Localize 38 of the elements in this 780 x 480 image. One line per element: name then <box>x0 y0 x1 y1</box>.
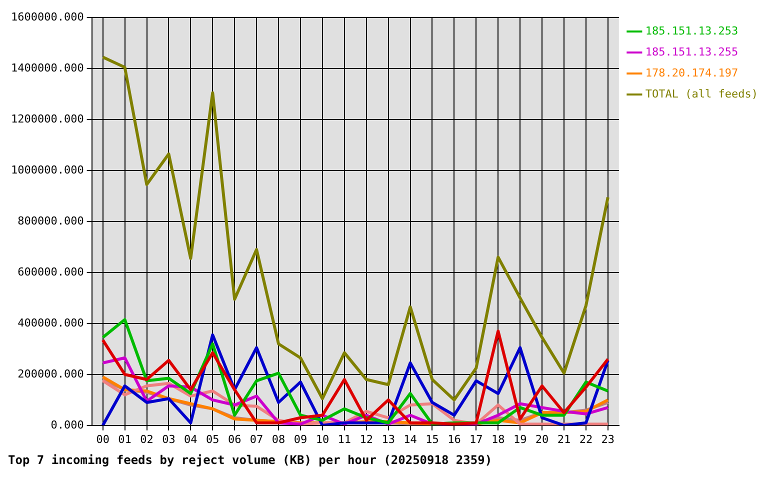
legend-label: 178.20.174.197 <box>645 66 738 80</box>
legend-label: TOTAL (all feeds) <box>645 87 758 100</box>
x-tick-label: 00 <box>96 432 110 446</box>
x-tick-label: 15 <box>426 432 439 446</box>
x-tick-label: 14 <box>404 432 418 446</box>
legend-label: 185.151.13.253 <box>645 24 738 38</box>
x-tick-label: 22 <box>579 432 593 446</box>
x-tick-label: 13 <box>382 432 395 446</box>
x-tick-label: 23 <box>601 432 615 446</box>
x-tick-label: 17 <box>470 432 483 446</box>
y-tick-label: 200000.000 <box>18 367 84 380</box>
text: Top 7 incoming feeds by reject volume (KB) per hour (20250918 2359) <box>8 452 492 467</box>
y-tick-label: 1400000.000 <box>10 61 84 74</box>
y-tick-label: 400000.000 <box>18 316 84 330</box>
x-tick-label: 20 <box>535 432 549 446</box>
x-tick-label: 09 <box>294 432 308 446</box>
y-tick-label: 800000.000 <box>18 214 84 228</box>
x-tick-label: 11 <box>338 432 352 446</box>
x-tick-label: 07 <box>250 432 264 446</box>
x-tick-label: 21 <box>557 432 571 446</box>
x-tick-label: 19 <box>513 432 527 446</box>
y-tick-label: 600000.000 <box>18 265 84 278</box>
x-tick-label: 08 <box>272 432 286 446</box>
x-tick-label: 16 <box>448 432 461 446</box>
x-tick-label: 10 <box>316 432 330 446</box>
y-tick-label: 1200000.000 <box>10 112 84 126</box>
x-tick-label: 03 <box>162 432 176 446</box>
x-tick-label: 12 <box>360 432 373 446</box>
x-tick-label: 01 <box>118 432 132 446</box>
x-tick-label: 04 <box>184 432 198 446</box>
x-tick-label: 18 <box>492 432 505 446</box>
y-tick-label: 1000000.000 <box>10 163 84 176</box>
legend-label: 185.151.13.255 <box>645 45 738 58</box>
x-tick-label: 02 <box>140 432 154 446</box>
y-tick-label: 1600000.000 <box>10 10 84 24</box>
x-tick-label: 06 <box>228 432 242 446</box>
y-tick-label: 0.000 <box>50 418 84 432</box>
x-tick-label: 05 <box>206 432 220 446</box>
